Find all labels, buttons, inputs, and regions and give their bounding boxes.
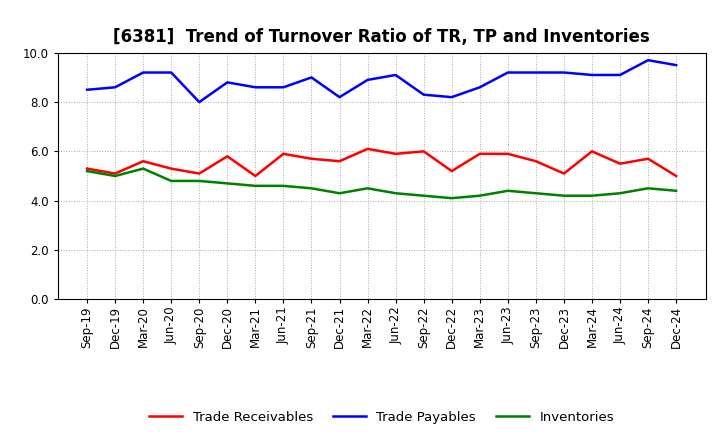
Line: Trade Receivables: Trade Receivables	[87, 149, 676, 176]
Trade Payables	[616, 72, 624, 77]
Trade Payables	[307, 75, 316, 80]
Trade Payables	[644, 58, 652, 63]
Trade Payables	[419, 92, 428, 97]
Line: Inventories: Inventories	[87, 169, 676, 198]
Trade Receivables	[644, 156, 652, 161]
Trade Payables	[447, 95, 456, 100]
Inventories	[419, 193, 428, 198]
Trade Receivables	[307, 156, 316, 161]
Trade Payables	[364, 77, 372, 83]
Trade Receivables	[559, 171, 568, 176]
Trade Payables	[503, 70, 512, 75]
Trade Receivables	[419, 149, 428, 154]
Inventories	[336, 191, 344, 196]
Inventories	[167, 178, 176, 183]
Inventories	[195, 178, 204, 183]
Trade Payables	[672, 62, 680, 68]
Trade Receivables	[503, 151, 512, 157]
Trade Payables	[83, 87, 91, 92]
Inventories	[139, 166, 148, 171]
Trade Receivables	[531, 158, 540, 164]
Inventories	[83, 169, 91, 174]
Inventories	[251, 183, 260, 188]
Trade Payables	[139, 70, 148, 75]
Trade Payables	[195, 99, 204, 105]
Trade Receivables	[139, 158, 148, 164]
Inventories	[279, 183, 288, 188]
Inventories	[644, 186, 652, 191]
Trade Receivables	[475, 151, 484, 157]
Trade Payables	[531, 70, 540, 75]
Trade Payables	[588, 72, 596, 77]
Trade Receivables	[447, 169, 456, 174]
Inventories	[223, 181, 232, 186]
Inventories	[503, 188, 512, 194]
Trade Receivables	[279, 151, 288, 157]
Inventories	[588, 193, 596, 198]
Inventories	[475, 193, 484, 198]
Line: Trade Payables: Trade Payables	[87, 60, 676, 102]
Trade Payables	[391, 72, 400, 77]
Inventories	[364, 186, 372, 191]
Trade Payables	[223, 80, 232, 85]
Trade Payables	[167, 70, 176, 75]
Inventories	[307, 186, 316, 191]
Trade Receivables	[251, 173, 260, 179]
Trade Receivables	[167, 166, 176, 171]
Inventories	[672, 188, 680, 194]
Inventories	[391, 191, 400, 196]
Trade Receivables	[616, 161, 624, 166]
Trade Receivables	[336, 158, 344, 164]
Trade Receivables	[672, 173, 680, 179]
Inventories	[559, 193, 568, 198]
Trade Payables	[559, 70, 568, 75]
Trade Receivables	[364, 146, 372, 151]
Trade Payables	[336, 95, 344, 100]
Trade Receivables	[223, 154, 232, 159]
Inventories	[531, 191, 540, 196]
Trade Receivables	[83, 166, 91, 171]
Inventories	[616, 191, 624, 196]
Trade Receivables	[588, 149, 596, 154]
Inventories	[447, 195, 456, 201]
Trade Payables	[251, 84, 260, 90]
Trade Payables	[279, 84, 288, 90]
Inventories	[111, 173, 120, 179]
Trade Receivables	[195, 171, 204, 176]
Title: [6381]  Trend of Turnover Ratio of TR, TP and Inventories: [6381] Trend of Turnover Ratio of TR, TP…	[113, 28, 650, 46]
Trade Receivables	[391, 151, 400, 157]
Trade Receivables	[111, 171, 120, 176]
Trade Payables	[475, 84, 484, 90]
Trade Payables	[111, 84, 120, 90]
Legend: Trade Receivables, Trade Payables, Inventories: Trade Receivables, Trade Payables, Inven…	[144, 405, 619, 429]
